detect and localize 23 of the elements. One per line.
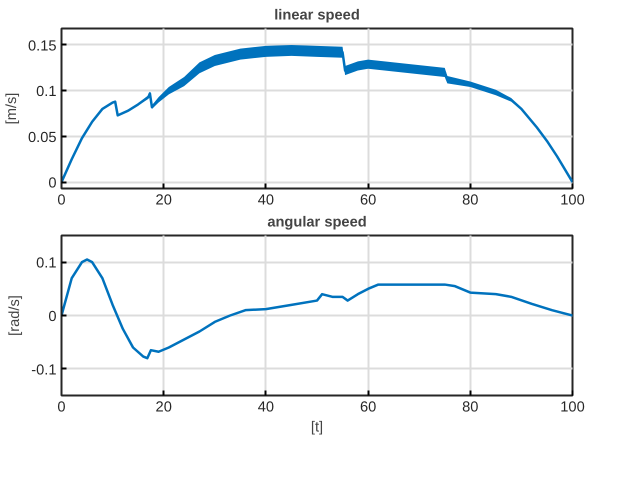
- chart-title: angular speed: [267, 214, 367, 230]
- x-tick-label: 20: [156, 192, 172, 208]
- x-tick-label: 80: [462, 400, 478, 416]
- chart-title: linear speed: [274, 8, 360, 24]
- x-tick-label: 60: [360, 400, 376, 416]
- x-tick-label: 100: [560, 192, 585, 208]
- x-tick-label: 80: [462, 192, 478, 208]
- y-tick-label: -0.1: [31, 362, 57, 378]
- line-series: [62, 258, 572, 360]
- y-tick-label: 0.05: [28, 130, 57, 146]
- y-tick-label: 0.1: [36, 256, 56, 272]
- y-axis-title: [m/s]: [4, 92, 20, 124]
- x-tick-label: 60: [360, 192, 376, 208]
- x-tick-label: 40: [258, 192, 274, 208]
- x-axis-title: [t]: [310, 420, 324, 436]
- y-axis-title: [rad/s]: [7, 295, 24, 336]
- x-tick-label: 100: [560, 400, 585, 416]
- y-tick-label: 0: [48, 309, 57, 325]
- y-tick-label: 0: [48, 176, 57, 192]
- x-tick-label: 20: [156, 400, 172, 416]
- y-tick-label: 0.1: [36, 84, 56, 100]
- y-tick-label: 0.15: [28, 38, 57, 54]
- x-tick-label: 40: [258, 400, 274, 416]
